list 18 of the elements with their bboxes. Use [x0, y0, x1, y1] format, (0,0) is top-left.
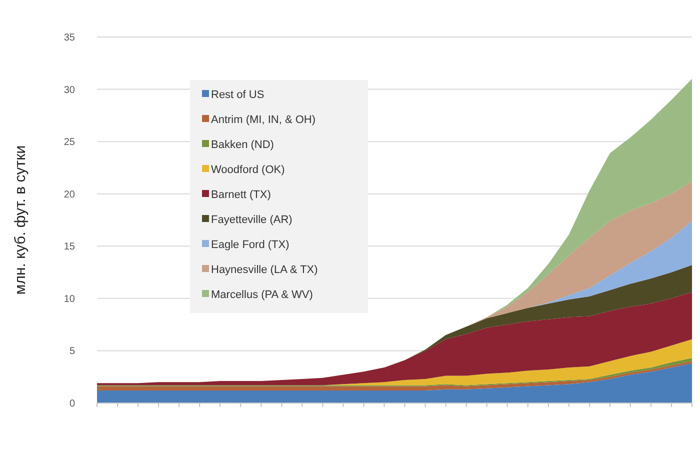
- y-tick-label: 35: [64, 32, 76, 44]
- legend-label: Woodford (OK): [211, 164, 285, 176]
- legend-label: Antrim (MI, IN, & OH): [211, 114, 316, 126]
- legend-label: Haynesville (LA & TX): [211, 264, 318, 276]
- legend-label: Barnett (TX): [211, 188, 271, 201]
- legend-label: Bakken (ND): [211, 138, 274, 151]
- legend-label: Eagle Ford (TX): [211, 238, 290, 251]
- y-tick-label: 15: [64, 242, 76, 253]
- legend-label: Fayetteville (AR): [211, 214, 292, 226]
- y-tick-label: 5: [69, 346, 76, 358]
- y-axis-title: млн. куб. фут. в сутки: [12, 145, 29, 295]
- y-tick-label: 0: [69, 398, 76, 410]
- y-tick-label: 25: [64, 137, 76, 148]
- y-tick-label: 30: [64, 84, 76, 96]
- legend-label: Marcellus (PA & WV): [211, 288, 313, 301]
- legend-label: Rest of US: [211, 88, 264, 101]
- y-tick-label: 20: [64, 189, 76, 200]
- y-tick-label: 10: [64, 294, 76, 305]
